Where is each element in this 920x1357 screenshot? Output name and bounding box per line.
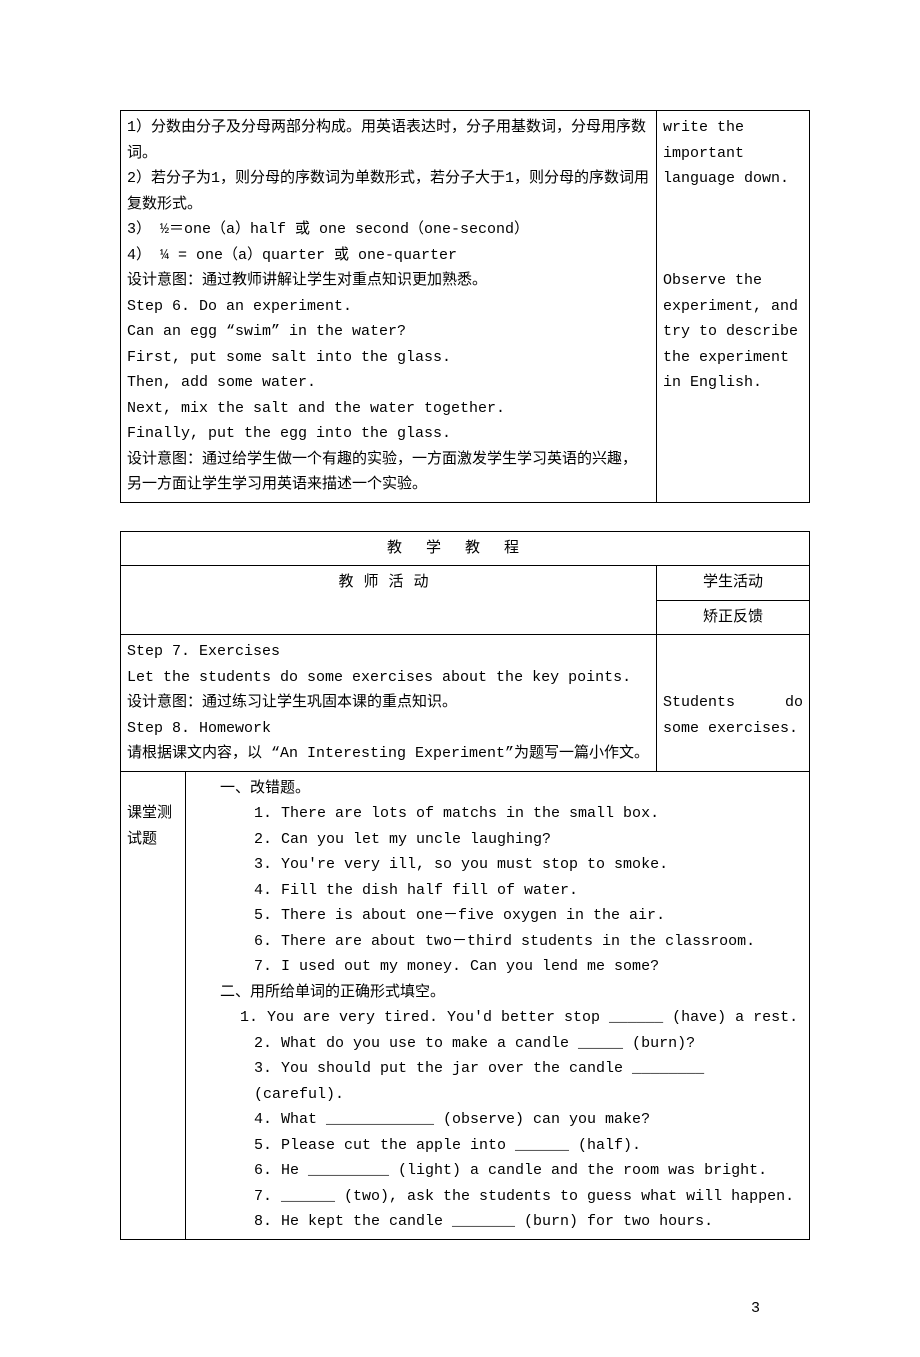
- b1-l10: Finally, put the egg into the glass.: [127, 425, 451, 442]
- s1-3: 4. Fill the dish half fill of water.: [192, 878, 803, 904]
- b1-l4: 设计意图：通过教师讲解让学生对重点知识更加熟悉。: [127, 272, 487, 289]
- s2-4: 5. Please cut the apple into ______ (hal…: [192, 1133, 803, 1159]
- lesson-table-1: 1）分数由分子及分母两部分构成。用英语表达时，分子用基数词，分母用序数词。 2）…: [120, 110, 810, 503]
- s1-4: 5. There is about one－five oxygen in the…: [192, 903, 803, 929]
- header-title: 教学教程: [121, 531, 810, 566]
- block1-right-cell: write the important language down. Obser…: [657, 111, 810, 503]
- test-content-cell: 一、改错题。 1. There are lots of matchs in th…: [186, 771, 810, 1239]
- s1-6: 7. I used out my money. Can you lend me …: [192, 954, 803, 980]
- feedback-header: 矫正反馈: [657, 600, 810, 635]
- b1-l6: Can an egg “swim” in the water?: [127, 323, 406, 340]
- test-label: 课堂测试题: [127, 805, 172, 848]
- s1-5: 6. There are about two－third students in…: [192, 929, 803, 955]
- block2-left-cell: Step 7. Exercises Let the students do so…: [121, 635, 657, 772]
- test-label-cell: 课堂测试题: [121, 771, 186, 1239]
- s2-7: 8. He kept the candle _______ (burn) for…: [192, 1209, 803, 1235]
- b1-l8: Then, add some water.: [127, 374, 316, 391]
- b2-l4: 请根据课文内容，以 “An Interesting Experiment”为题写…: [127, 745, 649, 762]
- b1-l2: 3） ½＝one（a）half 或 one second（one-second）: [127, 221, 529, 238]
- student-activity-header: 学生活动: [657, 566, 810, 601]
- b1-right-top: write the important language down.: [663, 119, 789, 187]
- b1-l5: Step 6. Do an experiment.: [127, 298, 352, 315]
- block1-left-cell: 1）分数由分子及分母两部分构成。用英语表达时，分子用基数词，分母用序数词。 2）…: [121, 111, 657, 503]
- section2-title: 二、用所给单词的正确形式填空。: [192, 980, 803, 1006]
- b1-l9: Next, mix the salt and the water togethe…: [127, 400, 505, 417]
- block2-right-cell: Students do some exercises.: [657, 635, 810, 772]
- b1-right-mid: Observe the experiment, and try to descr…: [663, 272, 798, 391]
- b1-l0: 1）分数由分子及分母两部分构成。用英语表达时，分子用基数词，分母用序数词。: [127, 119, 646, 162]
- s1-0: 1. There are lots of matchs in the small…: [192, 801, 803, 827]
- b2-l2: 设计意图：通过练习让学生巩固本课的重点知识。: [127, 694, 457, 711]
- b1-l3: 4） ¼ = one（a）quarter 或 one-quarter: [127, 247, 457, 264]
- s1-2: 3. You're very ill, so you must stop to …: [192, 852, 803, 878]
- section1-title: 一、改错题。: [192, 776, 803, 802]
- b1-l7: First, put some salt into the glass.: [127, 349, 451, 366]
- s2-1: 2. What do you use to make a candle ____…: [192, 1031, 803, 1057]
- b2-right-text: Students do some exercises.: [663, 690, 803, 741]
- s2-0: 1. You are very tired. You'd better stop…: [192, 1005, 803, 1031]
- teacher-activity-header: 教师活动: [121, 566, 657, 635]
- s1-1: 2. Can you let my uncle laughing?: [192, 827, 803, 853]
- page-number: 3: [120, 1240, 810, 1317]
- lesson-table-2: 教学教程 教师活动 学生活动 矫正反馈 Step 7. Exercises Le…: [120, 531, 810, 1240]
- b1-l1: 2）若分子为1，则分母的序数词为单数形式，若分子大于1，则分母的序数词用复数形式…: [127, 170, 649, 213]
- b2-l1: Let the students do some exercises about…: [127, 669, 631, 686]
- b1-l11: 设计意图：通过给学生做一个有趣的实验，一方面激发学生学习英语的兴趣，另一方面让学…: [127, 451, 637, 494]
- s2-6: 7. ______ (two), ask the students to gue…: [192, 1184, 803, 1210]
- b2-l0: Step 7. Exercises: [127, 643, 280, 660]
- b2-l3: Step 8. Homework: [127, 720, 271, 737]
- s2-2: 3. You should put the jar over the candl…: [192, 1056, 803, 1107]
- s2-5: 6. He _________ (light) a candle and the…: [192, 1158, 803, 1184]
- s2-3: 4. What ____________ (observe) can you m…: [192, 1107, 803, 1133]
